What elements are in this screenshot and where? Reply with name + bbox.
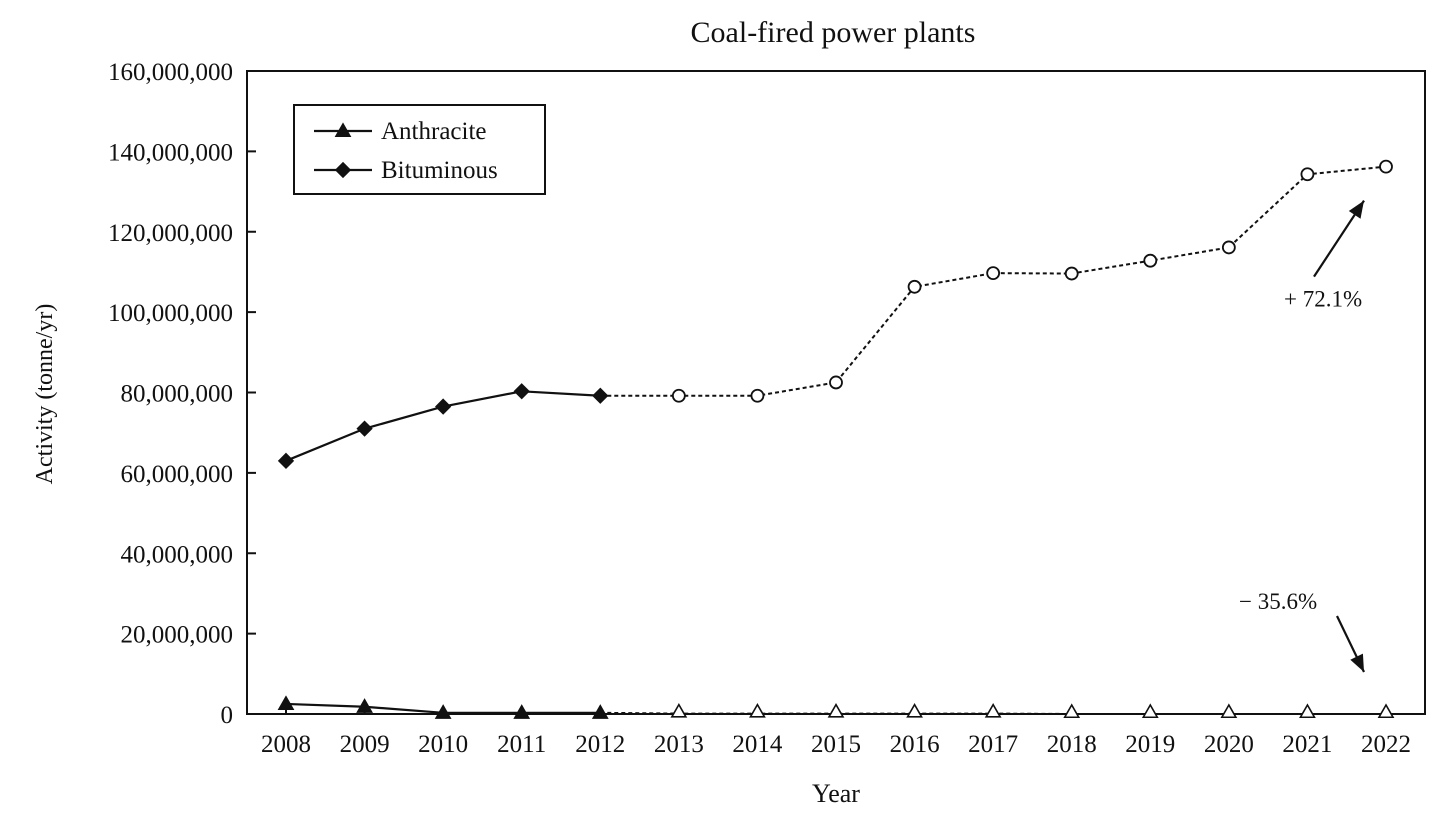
legend-label-anthracite: Anthracite bbox=[381, 118, 487, 145]
anthracite-projected-point bbox=[906, 702, 923, 718]
anthracite-projected-point bbox=[1299, 703, 1316, 719]
increase-annotation: + 72.1% bbox=[1284, 287, 1362, 312]
bituminous-point bbox=[592, 387, 609, 404]
series-layer bbox=[277, 159, 1395, 719]
y-tick-label: 160,000,000 bbox=[108, 59, 233, 86]
bituminous-point bbox=[435, 398, 452, 415]
anthracite-projected-point bbox=[1377, 703, 1395, 719]
axis-ticks: 0 20,000,000 40,000,000 60,000,000 80,000,00… bbox=[108, 59, 1411, 758]
x-tick-label: 2009 bbox=[340, 731, 390, 758]
chart-title: Coal-fired power plants bbox=[691, 16, 976, 49]
anthracite-projected-point bbox=[1220, 703, 1238, 719]
x-tick-label: 2019 bbox=[1125, 731, 1175, 758]
annotations: + 72.1% − 35.6% bbox=[1239, 200, 1365, 673]
bituminous-point bbox=[356, 420, 373, 437]
anthracite-projected-point bbox=[1063, 703, 1081, 719]
legend-marker-anthracite bbox=[334, 122, 352, 138]
anthracite-projected-point bbox=[1141, 703, 1159, 719]
anthracite-point bbox=[513, 704, 531, 719]
x-tick-label: 2021 bbox=[1282, 731, 1332, 758]
x-tick-label: 2013 bbox=[654, 731, 704, 758]
anthracite-projected-point bbox=[827, 702, 845, 718]
legend-label-bituminous: Bituminous bbox=[381, 157, 498, 184]
x-tick-label: 2012 bbox=[575, 731, 625, 758]
bituminous-projected-point bbox=[750, 388, 765, 403]
bituminous-projected-point bbox=[1221, 240, 1236, 255]
decrease-arrowhead-icon bbox=[1350, 653, 1364, 672]
bituminous-point bbox=[277, 452, 295, 469]
anthracite-point bbox=[277, 695, 295, 711]
bituminous-projected-point bbox=[829, 375, 843, 390]
x-tick-label: 2011 bbox=[497, 731, 546, 758]
bituminous-projected-point bbox=[671, 388, 686, 403]
anthracite-projected-point bbox=[749, 702, 766, 718]
y-tick-label: 40,000,000 bbox=[121, 541, 234, 568]
x-tick-label: 2018 bbox=[1047, 731, 1097, 758]
x-tick-label: 2015 bbox=[811, 731, 861, 758]
bituminous-projected-point bbox=[1143, 253, 1158, 268]
decrease-annotation: − 35.6% bbox=[1239, 589, 1317, 614]
bituminous-point bbox=[513, 383, 530, 400]
legend-box bbox=[293, 104, 546, 195]
bituminous-projected-point bbox=[1064, 266, 1079, 281]
y-tick-label: 20,000,000 bbox=[121, 622, 234, 649]
anthracite-projected-point bbox=[984, 702, 1002, 718]
y-tick-label: 100,000,000 bbox=[108, 300, 233, 327]
bituminous-projected-point bbox=[1379, 159, 1393, 174]
bituminous-projected-point bbox=[1300, 167, 1315, 182]
x-tick-label: 2020 bbox=[1204, 731, 1254, 758]
y-tick-label: 120,000,000 bbox=[108, 220, 233, 247]
bituminous-projected-point bbox=[986, 266, 1001, 281]
x-tick-label: 2008 bbox=[261, 731, 311, 758]
anthracite-projected-point bbox=[670, 702, 688, 718]
y-tick-label: 140,000,000 bbox=[108, 139, 233, 166]
x-tick-label: 2010 bbox=[418, 731, 468, 758]
anthracite-point bbox=[356, 698, 373, 713]
x-tick-label: 2016 bbox=[890, 731, 940, 758]
bituminous-projected-point bbox=[907, 279, 922, 294]
x-tick-label: 2014 bbox=[732, 731, 783, 758]
y-tick-label: 0 bbox=[221, 702, 234, 729]
x-axis-label: Year bbox=[812, 779, 860, 808]
legend-marker-bituminous bbox=[334, 161, 352, 179]
anthracite-point bbox=[591, 704, 609, 719]
increase-arrowhead-icon bbox=[1348, 200, 1364, 219]
y-tick-label: 60,000,000 bbox=[121, 461, 234, 488]
legend: Anthracite Bituminous bbox=[293, 104, 546, 195]
y-axis-label: Activity (tonne/yr) bbox=[32, 304, 58, 485]
x-tick-label: 2022 bbox=[1361, 731, 1411, 758]
anthracite-point bbox=[434, 704, 452, 719]
y-tick-label: 80,000,000 bbox=[121, 381, 234, 408]
bituminous-projection-line bbox=[600, 165, 1387, 397]
x-tick-label: 2017 bbox=[968, 731, 1018, 758]
